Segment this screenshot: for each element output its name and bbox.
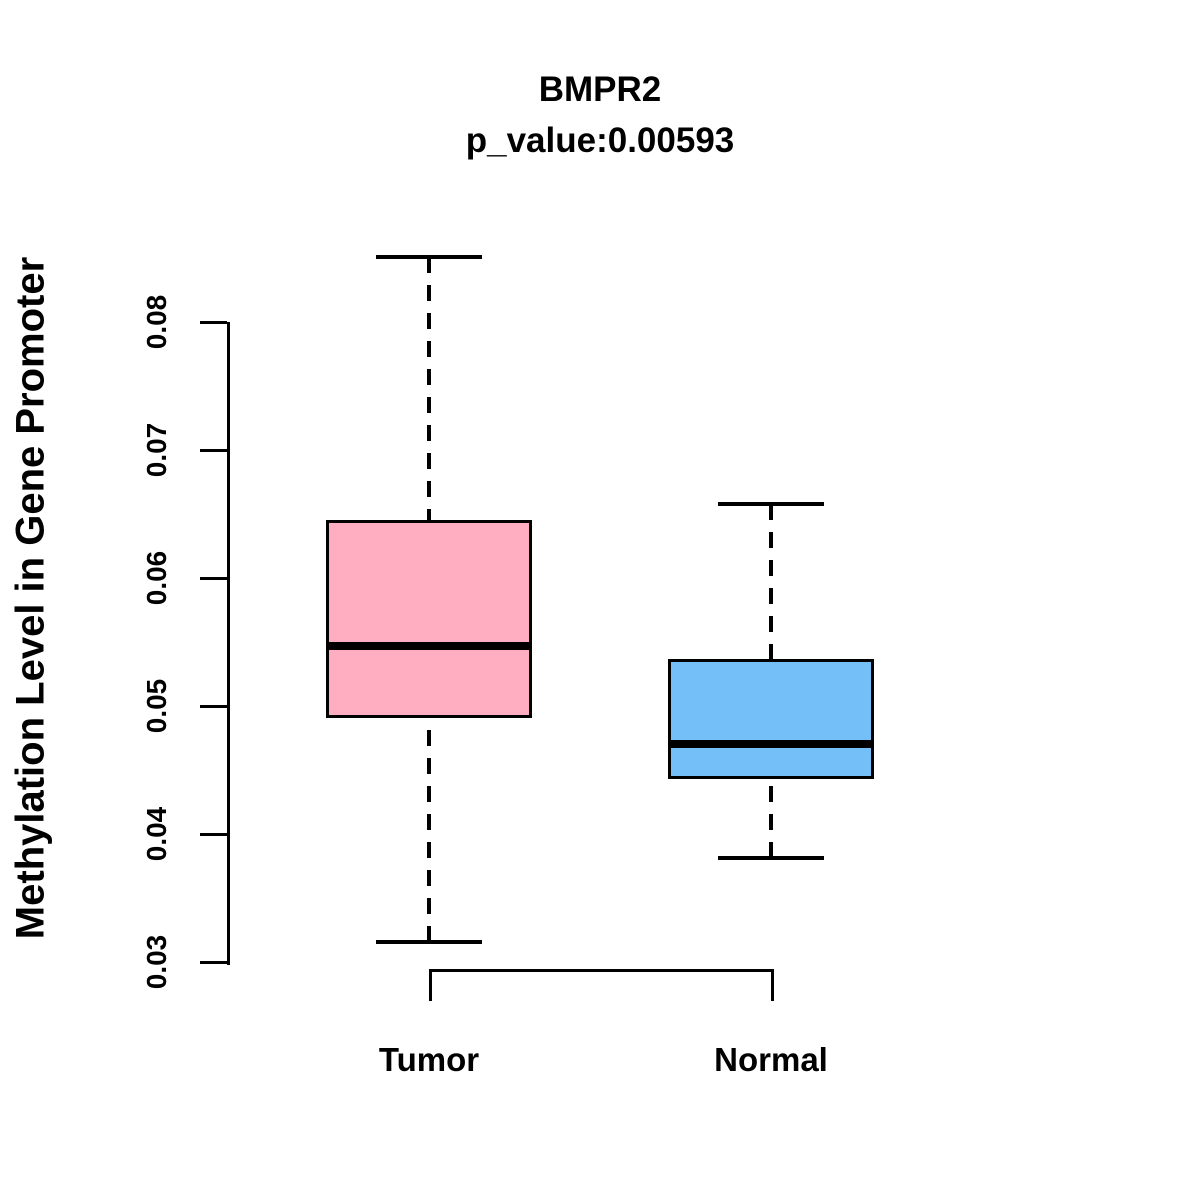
x-axis-label-tumor: Tumor — [378, 1041, 480, 1078]
y-axis-tick-label: 0.05 — [141, 678, 172, 734]
y-axis-title: Methylation Level in Gene Promoter — [8, 256, 53, 940]
normal-median-line — [668, 740, 874, 749]
tumor-lower-whisker-cap — [376, 939, 482, 944]
normal-upper-whisker — [769, 503, 773, 659]
y-axis-tick — [200, 449, 227, 452]
tumor-upper-whisker-cap — [376, 254, 482, 259]
normal-upper-whisker-cap — [718, 501, 824, 506]
y-axis-line — [227, 322, 230, 965]
x-axis-tick-normal — [771, 969, 774, 1001]
tumor-median-line — [326, 641, 532, 650]
tumor-box — [326, 520, 532, 718]
y-axis-tick-label: 0.08 — [141, 294, 172, 350]
y-axis-tick — [200, 321, 227, 324]
normal-lower-whisker — [769, 778, 773, 859]
normal-box — [668, 658, 874, 779]
chart-title: BMPR2 — [538, 70, 662, 109]
normal-lower-whisker-cap — [718, 856, 824, 861]
chart-subtitle-pvalue: p_value:0.00593 — [465, 121, 735, 160]
y-axis-tick — [200, 705, 227, 708]
y-axis-tick-label: 0.06 — [141, 550, 172, 606]
y-axis-tick — [200, 833, 227, 836]
y-axis-tick-label: 0.04 — [141, 806, 172, 862]
x-axis-line — [429, 969, 774, 972]
tumor-upper-whisker — [427, 256, 431, 521]
x-axis-label-normal: Normal — [714, 1041, 828, 1078]
y-axis-tick-label: 0.07 — [141, 422, 172, 478]
x-axis-tick-tumor — [429, 969, 432, 1001]
tumor-lower-whisker — [427, 717, 431, 942]
y-axis-tick — [200, 961, 227, 964]
y-axis-tick-label: 0.03 — [141, 934, 172, 990]
y-axis-tick — [200, 577, 227, 580]
